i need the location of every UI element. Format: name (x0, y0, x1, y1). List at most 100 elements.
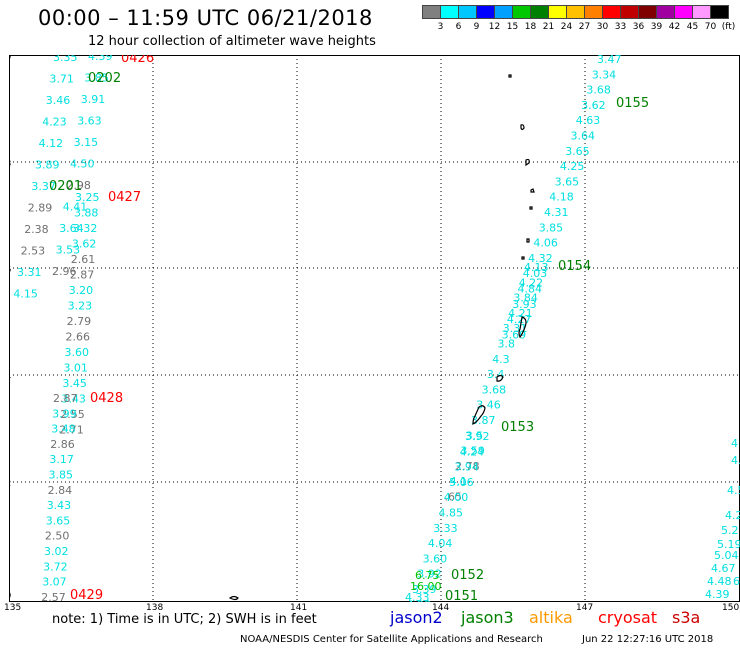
wave-value-0428: 3.72 (43, 560, 68, 573)
wave-value-0426: 2.38 (24, 223, 49, 236)
island-outline (529, 206, 533, 210)
wave-value-0428: 3.17 (49, 453, 74, 466)
wave-value-0427: 3.45 (62, 377, 87, 390)
scale-swatch (710, 5, 729, 19)
latitude-label: 10 (9, 591, 11, 600)
wave-value-0428: 2.87 (53, 392, 78, 405)
wave-value-0428: 2.50 (45, 530, 70, 543)
wave-value-0427: 3.43 (61, 393, 86, 406)
wave-value-0154: 3.5 (466, 429, 484, 442)
wave-value-edge: 6 (733, 575, 740, 588)
scale-swatch (692, 5, 711, 19)
track-label-0202: 0202 (88, 71, 121, 86)
wave-value-0155: 3.68 (586, 84, 611, 97)
wave-value-0155: 3.65 (555, 175, 580, 188)
track-label-0155: 0155 (616, 96, 649, 111)
island-outline (521, 256, 525, 260)
wave-value-0153: 3.60 (423, 552, 448, 565)
scale-swatch (656, 5, 675, 19)
wave-value-0427: 2.61 (71, 253, 96, 266)
wave-value-0426: 3.71 (49, 73, 74, 86)
wave-value-0155: 4.18 (549, 191, 574, 204)
scale-label: 33 (614, 22, 627, 32)
scale-swatch (494, 5, 513, 19)
wave-value-0427: 3.62 (72, 238, 97, 251)
track-label-0427: 0427 (108, 190, 141, 205)
wave-value-0426: 4.12 (39, 137, 64, 150)
track-label-0153: 0153 (501, 420, 534, 435)
color-scale-labels: 3 6 9 12 15 18 21 24 27 30 33 36 39 42 45 70 (ft) (422, 22, 740, 34)
wave-value-0428: 3.02 (44, 545, 69, 558)
wave-value-0153: 3.92 (417, 568, 442, 581)
wave-value-0154: 3.68 (482, 383, 507, 396)
wave-value-0154: 4.13 (524, 261, 549, 274)
scale-label: 21 (542, 22, 555, 32)
track-label-0151: 0151 (445, 589, 478, 602)
note-text: note: 1) Time is in UTC; 2) SWH is in fe… (52, 612, 317, 627)
wave-value-0153: 5.06 (449, 476, 474, 489)
longitude-label: 138 (146, 603, 164, 613)
wave-value-0428: 3.85 (49, 469, 74, 482)
wave-value-0153: 3.92 (465, 430, 490, 443)
wave-value-0426: 3.89 (35, 159, 60, 172)
footer-timestamp: Jun 22 12:27:16 UTC 2018 (582, 634, 714, 645)
wave-value-0154: 3.84 (513, 292, 538, 305)
wave-value-0426: 3.53 (56, 244, 81, 257)
wave-value-0427: 3.32 (73, 222, 98, 235)
wave-value-0428: 3.43 (47, 499, 71, 512)
wave-value-0426: 4.23 (42, 116, 66, 129)
wave-value-0154: 4.3 (492, 353, 510, 366)
wave-value-0154: 2.78 (455, 460, 480, 473)
scale-swatch (584, 5, 603, 19)
wave-value-0153: 4.24 (460, 445, 485, 458)
wave-value-0427: 2.87 (70, 269, 95, 282)
wave-value-0426: 3.37 (31, 180, 56, 193)
wave-value-0154: 4.22 (519, 276, 544, 289)
scale-label: 9 (473, 22, 480, 32)
scale-label: 39 (650, 22, 663, 32)
latitude-label: 20 (9, 55, 11, 61)
scale-label: 45 (686, 22, 699, 32)
scale-swatch (566, 5, 585, 19)
wave-value-0426: 2.96 (52, 265, 77, 278)
island-outline (228, 595, 239, 601)
wave-value-0426: 4.39 (88, 55, 113, 63)
wave-value-0155: 3.34 (592, 68, 617, 81)
scale-label: 3 (437, 22, 444, 32)
latitude-label: 14 (9, 372, 11, 381)
wave-value-0155: 3.47 (597, 55, 622, 66)
wave-value-0155: 4.03 (523, 267, 548, 280)
track-label-0428: 0428 (90, 391, 123, 406)
longitude-label: 135 (4, 603, 22, 613)
wave-value-0153: 4.00 (444, 491, 469, 504)
wave-value-0154: 3.8 (498, 338, 516, 351)
satellite-jason3: jason3 (461, 608, 514, 627)
wave-value-0427: 3.25 (75, 191, 100, 204)
wave-value-0154: 3.87 (471, 414, 496, 427)
wave-value-0428: 3.48 (51, 423, 75, 436)
wave-value-0427: 2.79 (67, 315, 92, 328)
wave-value-0427: 3.01 (63, 362, 87, 375)
wave-value-0153: 4.04 (428, 537, 453, 550)
wave-value-0427: 2.71 (59, 424, 84, 437)
wave-value-0428: 3.65 (46, 514, 71, 527)
scale-swatch (638, 5, 657, 19)
wave-height-map: 2018161412103.353.713.464.234.123.893.37… (9, 55, 740, 602)
wave-value-0428: 3.99 (52, 407, 77, 420)
longitude-label: 141 (290, 603, 308, 613)
wave-value-0155: 3.65 (565, 145, 590, 158)
wave-value-0426: 2.98 (66, 179, 91, 192)
track-label-0201: 0201 (49, 179, 82, 194)
scale-label: 18 (524, 22, 537, 32)
wave-value-0152: 16.00 (410, 580, 442, 593)
longitude-label: 150 (722, 603, 740, 613)
longitude-label: 147 (576, 603, 594, 613)
wave-value-0428: 3.07 (42, 576, 66, 589)
scale-label: 6 (455, 22, 462, 32)
wave-value-0426: 3.15 (74, 136, 99, 149)
wave-value-edge: 4.2 (725, 509, 740, 522)
wave-value-0154: .65 (445, 491, 463, 504)
wave-value-0427: 2.55 (60, 408, 85, 421)
scale-label: 24 (560, 22, 573, 32)
wave-value-0154: 3.31 (503, 322, 528, 335)
